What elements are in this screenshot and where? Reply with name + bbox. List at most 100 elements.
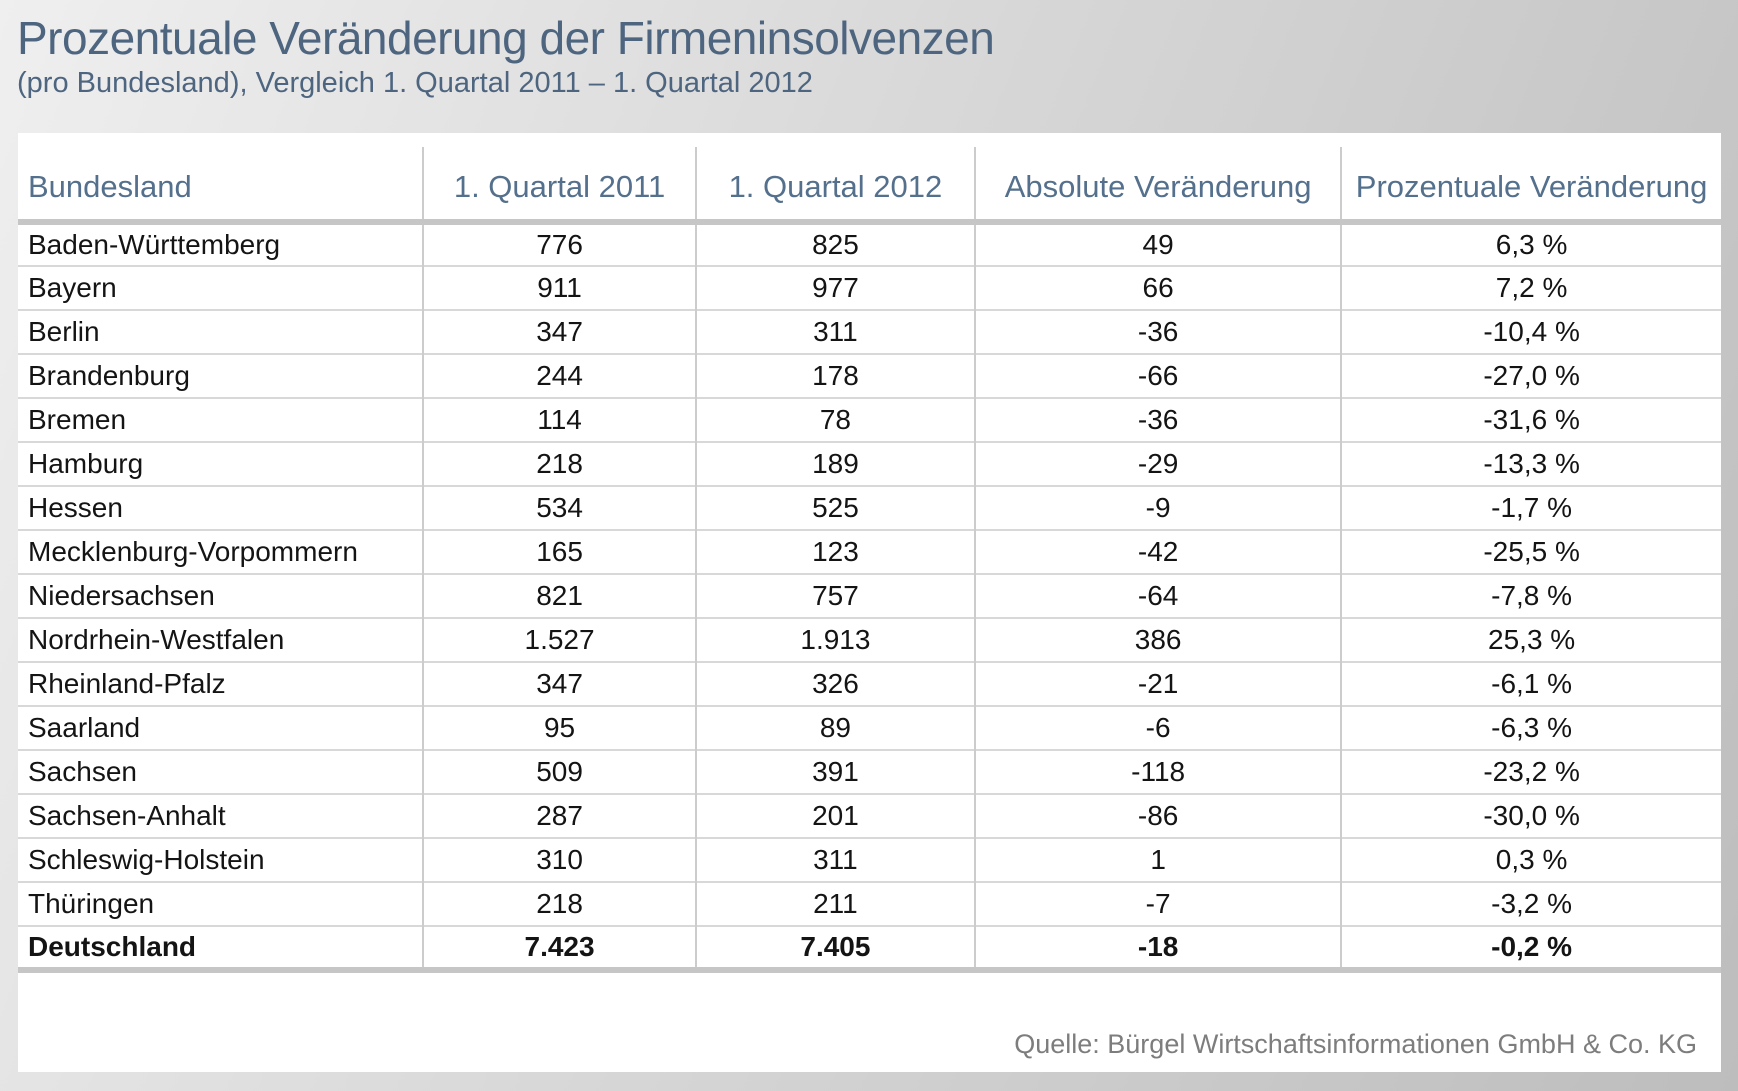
value-cell: -1,7 % [1340, 485, 1721, 530]
table-row: Rheinland-Pfalz 347 326 -21 -6,1 % [18, 661, 1721, 706]
value-cell: -6 [974, 705, 1342, 750]
value-cell: 95 [422, 705, 696, 750]
bundesland-cell: Berlin [18, 309, 424, 354]
bundesland-cell: Bremen [18, 397, 424, 442]
value-cell: 78 [694, 397, 976, 442]
value-cell: 347 [422, 661, 696, 706]
value-cell: -86 [974, 793, 1342, 838]
value-cell: 6,3 % [1340, 222, 1721, 266]
value-cell: -42 [974, 529, 1342, 574]
page-subtitle: (pro Bundesland), Vergleich 1. Quartal 2… [17, 66, 813, 99]
value-cell: 211 [694, 881, 976, 926]
page-title: Prozentuale Veränderung der Firmeninsolv… [17, 12, 995, 64]
table-row: Saarland 95 89 -6 -6,3 % [18, 705, 1721, 750]
table-row: Hessen 534 525 -9 -1,7 % [18, 485, 1721, 530]
value-cell: 977 [694, 265, 976, 310]
value-cell: 391 [694, 749, 976, 794]
table-row: Hamburg 218 189 -29 -13,3 % [18, 441, 1721, 486]
value-cell: -0,2 % [1340, 925, 1721, 973]
value-cell: 311 [694, 309, 976, 354]
value-cell: 201 [694, 793, 976, 838]
header-row: Bundesland 1. Quartal 2011 1. Quartal 20… [18, 147, 1721, 225]
value-cell: 525 [694, 485, 976, 530]
value-cell: -118 [974, 749, 1342, 794]
value-cell: 244 [422, 353, 696, 398]
value-cell: -13,3 % [1340, 441, 1721, 486]
insolvency-table: Bundesland 1. Quartal 2011 1. Quartal 20… [18, 147, 1721, 973]
value-cell: 178 [694, 353, 976, 398]
bundesland-cell: Thüringen [18, 881, 424, 926]
bundesland-cell: Deutschland [18, 925, 424, 973]
table-header: Bundesland 1. Quartal 2011 1. Quartal 20… [18, 147, 1721, 225]
value-cell: 911 [422, 265, 696, 310]
table-panel: Bundesland 1. Quartal 2011 1. Quartal 20… [18, 133, 1721, 1072]
value-cell: -36 [974, 309, 1342, 354]
value-cell: -64 [974, 573, 1342, 618]
value-cell: 1.527 [422, 617, 696, 662]
value-cell: 310 [422, 837, 696, 882]
source-caption: Quelle: Bürgel Wirtschaftsinformationen … [1014, 1029, 1697, 1059]
bundesland-cell: Sachsen-Anhalt [18, 793, 424, 838]
value-cell: -6,3 % [1340, 705, 1721, 750]
value-cell: 347 [422, 309, 696, 354]
value-cell: 287 [422, 793, 696, 838]
value-cell: 1 [974, 837, 1342, 882]
value-cell: -66 [974, 353, 1342, 398]
bundesland-cell: Hessen [18, 485, 424, 530]
bundesland-cell: Bayern [18, 265, 424, 310]
column-header-prozentual: Prozentuale Veränderung [1340, 147, 1721, 225]
value-cell: 114 [422, 397, 696, 442]
bundesland-cell: Nordrhein-Westfalen [18, 617, 424, 662]
bundesland-cell: Schleswig-Holstein [18, 837, 424, 882]
value-cell: 776 [422, 222, 696, 266]
table-row: Niedersachsen 821 757 -64 -7,8 % [18, 573, 1721, 618]
bundesland-cell: Mecklenburg-Vorpommern [18, 529, 424, 574]
value-cell: 326 [694, 661, 976, 706]
value-cell: 534 [422, 485, 696, 530]
table-row: Bayern 911 977 66 7,2 % [18, 265, 1721, 310]
value-cell: 165 [422, 529, 696, 574]
column-header-bundesland: Bundesland [18, 147, 424, 225]
value-cell: 757 [694, 573, 976, 618]
value-cell: -29 [974, 441, 1342, 486]
value-cell: -25,5 % [1340, 529, 1721, 574]
value-cell: -21 [974, 661, 1342, 706]
value-cell: 821 [422, 573, 696, 618]
column-header-q1-2012: 1. Quartal 2012 [694, 147, 976, 225]
value-cell: 509 [422, 749, 696, 794]
value-cell: 218 [422, 441, 696, 486]
value-cell: 7,2 % [1340, 265, 1721, 310]
bundesland-cell: Rheinland-Pfalz [18, 661, 424, 706]
value-cell: 189 [694, 441, 976, 486]
table-row: Nordrhein-Westfalen 1.527 1.913 386 25,3 % [18, 617, 1721, 662]
column-header-q1-2011: 1. Quartal 2011 [422, 147, 696, 225]
value-cell: -10,4 % [1340, 309, 1721, 354]
table-row: Sachsen 509 391 -118 -23,2 % [18, 749, 1721, 794]
value-cell: -18 [974, 925, 1342, 973]
table-row: Berlin 347 311 -36 -10,4 % [18, 309, 1721, 354]
table-row: Mecklenburg-Vorpommern 165 123 -42 -25,5 % [18, 529, 1721, 574]
table-body: Baden-Württemberg 776 825 49 6,3 % Bayern 911 9… [18, 222, 1721, 973]
table-row: Sachsen-Anhalt 287 201 -86 -30,0 % [18, 793, 1721, 838]
value-cell: 386 [974, 617, 1342, 662]
value-cell: -30,0 % [1340, 793, 1721, 838]
value-cell: 311 [694, 837, 976, 882]
bundesland-cell: Niedersachsen [18, 573, 424, 618]
value-cell: -36 [974, 397, 1342, 442]
bundesland-cell: Baden-Württemberg [28, 229, 281, 260]
value-cell: 0,3 % [1340, 837, 1721, 882]
value-cell: 7.423 [422, 925, 696, 973]
table-row: Baden-Württemberg 776 825 49 6,3 % [18, 222, 1721, 266]
value-cell: 49 [974, 222, 1342, 266]
value-cell: -23,2 % [1340, 749, 1721, 794]
bundesland-cell: Hamburg [18, 441, 424, 486]
total-row: Deutschland 7.423 7.405 -18 -0,2 % [18, 925, 1721, 973]
value-cell: -9 [974, 485, 1342, 530]
value-cell: -31,6 % [1340, 397, 1721, 442]
value-cell: -3,2 % [1340, 881, 1721, 926]
value-cell: 1.913 [694, 617, 976, 662]
value-cell: 825 [694, 222, 976, 266]
table-row: Schleswig-Holstein 310 311 1 0,3 % [18, 837, 1721, 882]
value-cell: -27,0 % [1340, 353, 1721, 398]
